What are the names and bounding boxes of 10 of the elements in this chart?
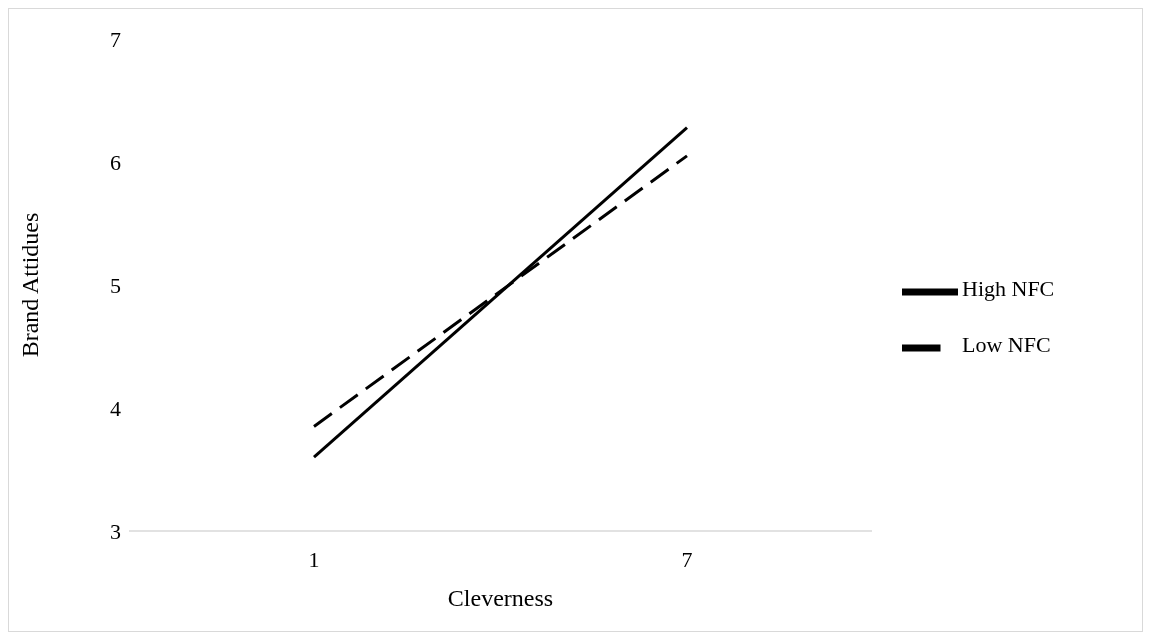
x-tick-label: 1: [308, 546, 320, 572]
y-tick-label: 7: [110, 26, 121, 52]
y-tick-label: 4: [110, 395, 121, 421]
legend-label: Low NFC: [962, 331, 1051, 357]
x-axis-title: Cleverness: [447, 585, 554, 611]
y-tick-label: 6: [110, 149, 121, 175]
y-tick-label: 3: [110, 518, 121, 544]
y-tick-label: 5: [110, 272, 121, 298]
legend-label: High NFC: [962, 275, 1055, 301]
y-axis-title: Brand Attidues: [16, 212, 43, 358]
